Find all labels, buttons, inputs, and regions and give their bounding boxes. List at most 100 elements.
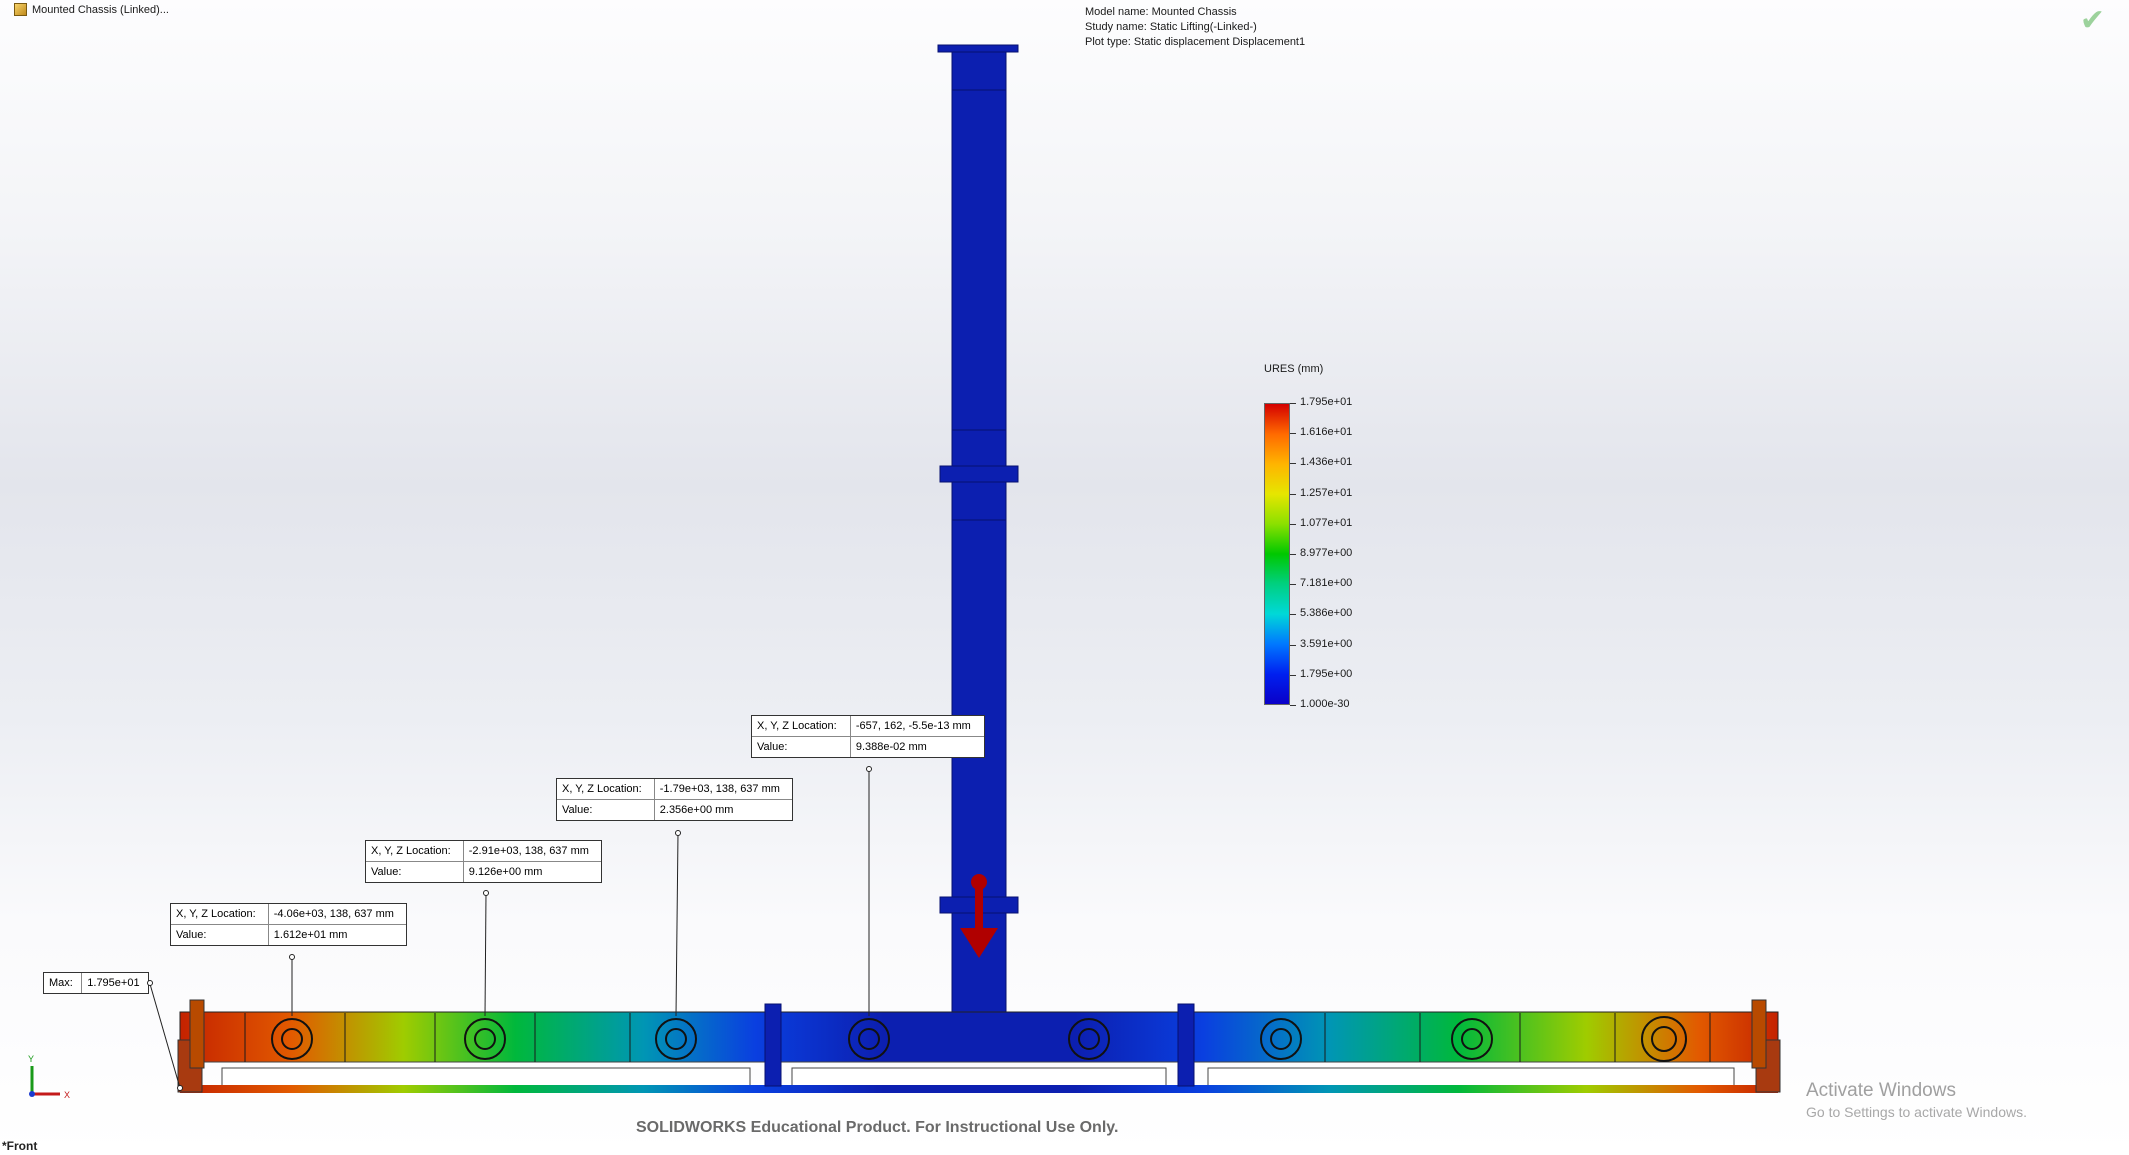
legend-tick (1290, 554, 1296, 555)
probe-anchor[interactable] (289, 954, 295, 960)
probe-val-label: Value: (171, 925, 269, 945)
flange-4-inner (858, 1028, 880, 1050)
probe-anchor[interactable] (675, 830, 681, 836)
probe-loc-value: -1.79e+03, 138, 637 mm (654, 779, 792, 800)
legend-value-label: 1.795e+00 (1300, 667, 1353, 680)
legend-value-label: 1.436e+01 (1300, 456, 1353, 469)
probe-loc-label: X, Y, Z Location: (171, 904, 269, 925)
part-cube-icon (14, 3, 27, 16)
flange-7-inner (1461, 1028, 1483, 1050)
frame-post-right (1177, 1003, 1195, 1087)
legend-tick (1290, 493, 1296, 495)
probe-anchor[interactable] (483, 890, 489, 896)
segment-lines (244, 1013, 1711, 1062)
max-probe-box[interactable]: Max: 1.795e+01 (43, 972, 149, 994)
activate-windows-title: Activate Windows (1806, 1080, 1956, 1101)
max-label: Max: (44, 973, 83, 993)
legend-value-label: 3.591e+00 (1300, 637, 1353, 650)
plot-type-text: Plot type: Static displacement Displacem… (1085, 36, 1306, 48)
flange-4 (848, 1018, 890, 1060)
probe-loc-value: -4.06e+03, 138, 637 mm (268, 904, 406, 925)
flange-6-inner (1270, 1028, 1292, 1050)
probe-val-label: Value: (366, 862, 464, 882)
legend-value-label: 1.000e-30 (1300, 698, 1350, 710)
legend-tick (1290, 614, 1296, 616)
probe-val-label: Value: (752, 737, 851, 757)
probe-val-value: 2.356e+00 mm (659, 804, 734, 816)
probe-loc-label: X, Y, Z Location: (557, 779, 655, 800)
probe-loc-label: X, Y, Z Location: (366, 841, 464, 862)
probe-val-value: 1.612e+01 mm (273, 929, 348, 941)
probe-loc-label: X, Y, Z Location: (752, 716, 851, 737)
flange-8-inner (1651, 1026, 1677, 1052)
base-frame-beam (179, 1011, 1779, 1063)
probe-loc-value: -2.91e+03, 138, 637 mm (463, 841, 601, 862)
flange-5-inner (1078, 1028, 1100, 1050)
vertical-mast (951, 45, 1007, 1017)
probe-leaders (149, 769, 870, 1089)
legend-tick (1290, 674, 1296, 676)
legend-color-bar (1264, 403, 1290, 705)
probe-box[interactable]: X, Y, Z Location: -4.06e+03, 138, 637 mm… (170, 903, 407, 946)
edu-watermark: SOLIDWORKS Educational Product. For Inst… (636, 1119, 1119, 1136)
probe-anchor[interactable] (866, 766, 872, 772)
frame-gap-middle (791, 1067, 1167, 1087)
legend-value-label: 8.977e+00 (1300, 547, 1353, 559)
probe-box[interactable]: X, Y, Z Location: -2.91e+03, 138, 637 mm… (365, 840, 602, 883)
legend-tick (1290, 705, 1296, 706)
max-location-marker (177, 1085, 183, 1091)
end-bracket-left (189, 999, 205, 1069)
legend-tick (1290, 644, 1296, 646)
probe-loc-value: -657, 162, -5.5e-13 mm (850, 716, 984, 737)
legend-title: URES (mm) (1264, 363, 1324, 375)
frame-post-left (764, 1003, 782, 1087)
confirm-check-icon[interactable]: ✔ (2079, 4, 2105, 37)
flange-2 (464, 1018, 506, 1060)
legend-value-label: 1.077e+01 (1300, 516, 1353, 529)
frame-gap-right (1207, 1067, 1735, 1087)
legend-value-label: 1.795e+01 (1300, 396, 1353, 408)
legend-tick (1290, 463, 1296, 465)
triad-x-label: X (64, 1090, 70, 1100)
max-value: 1.795e+01 (87, 977, 140, 989)
legend-value-label: 1.616e+01 (1300, 426, 1353, 439)
load-arrow (960, 874, 998, 958)
flange-8 (1641, 1016, 1687, 1062)
frame-bottom-rail (180, 1085, 1778, 1093)
plot-info: Model name: Mounted Chassis Study name: … (1085, 5, 1305, 50)
probe-val-value: 9.388e-02 mm (855, 741, 927, 753)
study-name-text: Study name: Static Lifting(-Linked-) (1085, 21, 1257, 33)
max-probe-anchor[interactable] (147, 980, 153, 986)
probe-val-value: 9.126e+00 mm (468, 866, 543, 878)
legend-tick (1290, 523, 1296, 525)
model-tree-label: Mounted Chassis (Linked)... (32, 3, 169, 16)
activate-windows-subtitle: Go to Settings to activate Windows. (1806, 1104, 2027, 1120)
end-bracket-right (1751, 999, 1767, 1069)
axis-triad (29, 1066, 60, 1097)
probe-val-label: Value: (557, 800, 655, 820)
model-tree-item[interactable]: Mounted Chassis (Linked)... (14, 3, 169, 16)
mast-top-flange (937, 44, 1019, 53)
flange-7 (1451, 1018, 1493, 1060)
model-name-text: Model name: Mounted Chassis (1085, 6, 1237, 18)
probe-box[interactable]: X, Y, Z Location: -657, 162, -5.5e-13 mm… (751, 715, 985, 758)
legend-value-label: 1.257e+01 (1300, 486, 1353, 499)
legend-tick (1290, 433, 1296, 435)
view-orientation-label: *Front (2, 1139, 38, 1153)
legend-tick (1290, 584, 1296, 586)
frame-gap-left (221, 1067, 751, 1087)
mast-mid-flange (939, 465, 1019, 483)
legend-value-label: 5.386e+00 (1300, 607, 1353, 620)
flange-1 (271, 1018, 313, 1060)
flange-2-inner (474, 1028, 496, 1050)
flange-1-inner (281, 1028, 303, 1050)
legend-value-label: 7.181e+00 (1300, 577, 1353, 590)
flange-5 (1068, 1018, 1110, 1060)
flange-3-inner (665, 1028, 687, 1050)
triad-y-label: Y (28, 1054, 34, 1064)
legend-tick (1290, 403, 1296, 404)
flange-6 (1260, 1018, 1302, 1060)
flange-3 (655, 1018, 697, 1060)
probe-box[interactable]: X, Y, Z Location: -1.79e+03, 138, 637 mm… (556, 778, 793, 821)
